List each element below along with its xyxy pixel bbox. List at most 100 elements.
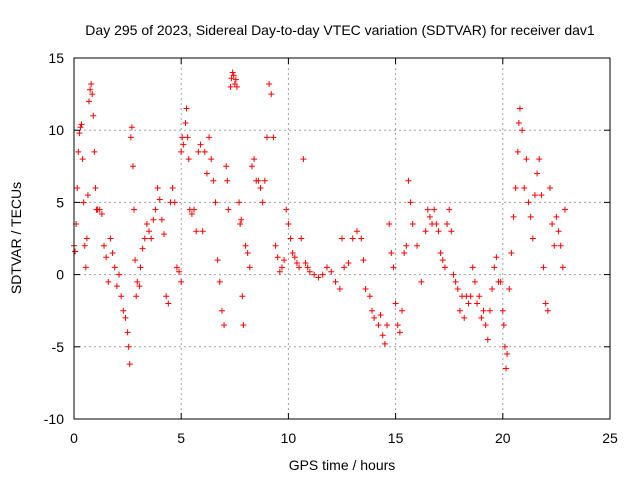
data-point [128, 124, 135, 131]
data-point [156, 196, 163, 203]
data-point [118, 293, 125, 300]
data-point [525, 199, 532, 206]
data-point [208, 156, 215, 163]
data-point [424, 206, 431, 213]
data-point [521, 184, 528, 191]
data-point [285, 221, 292, 228]
data-point [246, 264, 253, 271]
data-point [549, 221, 556, 228]
x-tick-label: 0 [70, 430, 78, 446]
data-point [446, 206, 453, 213]
data-point [544, 307, 551, 314]
data-point [484, 336, 491, 343]
data-point [439, 257, 446, 264]
data-point [225, 206, 232, 213]
data-point [362, 286, 369, 293]
data-point [291, 254, 298, 261]
data-point [555, 228, 562, 235]
data-point [218, 307, 225, 314]
data-point [244, 249, 251, 256]
data-point [405, 177, 412, 184]
data-point [360, 257, 367, 264]
x-tick-label: 20 [495, 430, 511, 446]
x-tick-label: 15 [388, 430, 404, 446]
data-point [227, 83, 234, 90]
data-point [452, 278, 459, 285]
data-point [238, 216, 245, 223]
y-tick-label: -10 [44, 411, 64, 427]
data-point [233, 83, 240, 90]
data-point [444, 221, 451, 228]
data-point [236, 199, 243, 206]
data-point [557, 242, 564, 249]
data-point [176, 268, 183, 275]
data-point [169, 184, 176, 191]
data-point [503, 365, 510, 372]
data-point [366, 293, 373, 300]
data-point [448, 228, 455, 235]
data-point [120, 307, 127, 314]
data-point [381, 340, 388, 347]
data-point [392, 300, 399, 307]
data-point [328, 268, 335, 275]
data-point [300, 156, 307, 163]
data-point [454, 286, 461, 293]
data-point [191, 206, 198, 213]
plot-frame [73, 57, 611, 420]
data-point [113, 283, 120, 290]
data-point [482, 322, 489, 329]
data-point [134, 278, 141, 285]
y-tick-label: 5 [56, 194, 64, 210]
data-point [504, 351, 511, 358]
data-point [515, 119, 522, 126]
data-point [150, 216, 157, 223]
data-point [237, 221, 244, 228]
data-point [148, 235, 155, 242]
data-point [519, 127, 526, 134]
data-point [124, 329, 131, 336]
data-point [92, 184, 99, 191]
data-point [152, 206, 159, 213]
data-point [281, 257, 288, 264]
data-point [201, 148, 208, 155]
data-point [499, 307, 506, 314]
data-point [171, 199, 178, 206]
data-point [199, 228, 206, 235]
data-point [289, 249, 296, 256]
y-tick-label: -5 [52, 339, 65, 355]
data-point [229, 69, 236, 76]
data-point [109, 249, 116, 256]
data-point [407, 199, 414, 206]
data-point [296, 264, 303, 271]
data-point [516, 105, 523, 112]
data-point [184, 134, 191, 141]
data-point [163, 293, 170, 300]
data-point [210, 177, 217, 184]
data-point [216, 278, 223, 285]
data-point [137, 264, 144, 271]
data-point [501, 343, 508, 350]
data-point [426, 213, 433, 220]
data-point [546, 184, 553, 191]
data-point [437, 249, 444, 256]
data-point [131, 206, 138, 213]
data-point [251, 156, 258, 163]
data-point [203, 170, 210, 177]
data-point [278, 264, 285, 271]
data-point [341, 264, 348, 271]
x-tick-label: 5 [177, 430, 185, 446]
data-point [500, 322, 507, 329]
data-point [72, 248, 79, 255]
data-point [409, 221, 416, 228]
y-tick-label: 0 [56, 267, 64, 283]
data-point [230, 72, 237, 79]
data-point [77, 124, 84, 131]
data-point [489, 286, 496, 293]
data-point [261, 177, 268, 184]
data-point [306, 268, 313, 275]
data-point [465, 300, 472, 307]
data-point [182, 119, 189, 126]
data-point [178, 148, 185, 155]
data-point [293, 260, 300, 267]
data-point [274, 254, 281, 261]
